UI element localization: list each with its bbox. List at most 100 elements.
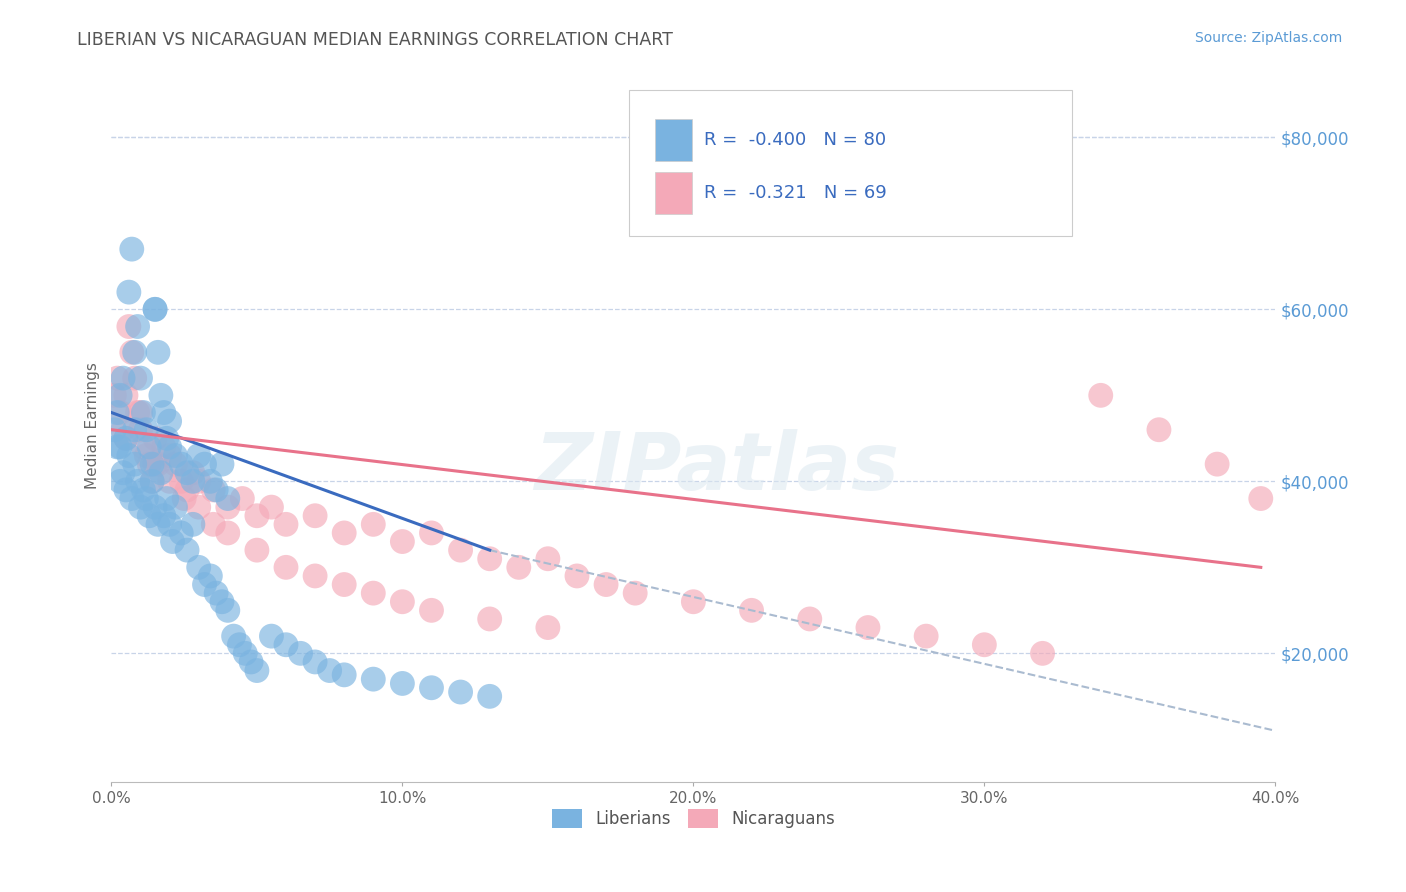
Point (159, 517, 181, 532)
Point (260, 629, 283, 643)
Point (537, 621, 560, 635)
Point (115, 431, 138, 445)
Point (1206, 457, 1229, 471)
Point (156, 431, 179, 445)
Point (112, 423, 135, 437)
Point (856, 621, 879, 635)
Point (202, 483, 225, 497)
Point (217, 525, 239, 540)
Point (363, 517, 385, 532)
Point (246, 543, 269, 558)
Point (217, 491, 239, 506)
Point (595, 577, 617, 591)
Point (124, 371, 146, 385)
Point (152, 508, 174, 523)
Point (124, 423, 146, 437)
Point (121, 242, 143, 256)
Point (129, 500, 152, 515)
Point (165, 457, 187, 471)
Point (624, 586, 647, 600)
Point (228, 638, 250, 652)
Point (420, 603, 443, 617)
Point (108, 405, 131, 419)
Point (121, 491, 143, 506)
Point (112, 466, 135, 480)
Point (260, 500, 283, 515)
Point (165, 449, 187, 463)
Point (1250, 491, 1272, 506)
Point (115, 388, 138, 402)
Point (187, 500, 209, 515)
Point (156, 491, 179, 506)
Point (143, 431, 166, 445)
Point (274, 560, 297, 574)
Point (127, 319, 149, 334)
Text: Source: ZipAtlas.com: Source: ZipAtlas.com (1195, 31, 1343, 45)
Point (222, 629, 245, 643)
Point (108, 388, 131, 402)
Point (121, 345, 143, 359)
Point (682, 595, 704, 609)
Point (391, 595, 413, 609)
Point (450, 543, 472, 558)
Point (152, 405, 174, 419)
Point (170, 475, 193, 489)
Point (318, 664, 340, 678)
Point (231, 491, 253, 506)
Point (420, 681, 443, 695)
Point (129, 423, 152, 437)
Point (211, 595, 233, 609)
Point (132, 483, 155, 497)
Point (118, 319, 141, 334)
FancyBboxPatch shape (630, 90, 1071, 236)
Point (211, 457, 233, 471)
Point (138, 457, 160, 471)
Point (391, 676, 413, 690)
Point (202, 517, 225, 532)
Text: LIBERIAN VS NICARAGUAN MEDIAN EARNINGS CORRELATION CHART: LIBERIAN VS NICARAGUAN MEDIAN EARNINGS C… (77, 31, 673, 49)
Point (132, 440, 155, 454)
Point (1147, 423, 1170, 437)
Point (274, 638, 297, 652)
Point (135, 491, 157, 506)
Point (181, 466, 204, 480)
Point (149, 466, 172, 480)
Point (162, 534, 184, 549)
Point (391, 534, 413, 549)
Point (200, 475, 222, 489)
Text: R =  -0.321   N = 69: R = -0.321 N = 69 (704, 185, 887, 202)
Point (138, 508, 160, 523)
Point (799, 612, 821, 626)
Point (124, 345, 146, 359)
Point (118, 449, 141, 463)
Point (274, 517, 297, 532)
Point (973, 638, 995, 652)
Point (333, 525, 356, 540)
Point (170, 457, 193, 471)
Point (159, 440, 181, 454)
Point (115, 431, 138, 445)
Point (138, 440, 160, 454)
Point (132, 405, 155, 419)
Point (478, 551, 501, 566)
FancyBboxPatch shape (655, 172, 692, 214)
Point (363, 586, 385, 600)
Point (176, 543, 198, 558)
Point (105, 405, 128, 419)
Point (135, 423, 157, 437)
Point (112, 371, 135, 385)
Point (187, 475, 209, 489)
Point (146, 517, 169, 532)
Point (181, 517, 204, 532)
Point (146, 345, 169, 359)
Point (103, 388, 125, 402)
Point (141, 457, 163, 471)
Point (181, 475, 204, 489)
Point (152, 440, 174, 454)
Point (105, 371, 128, 385)
Point (105, 440, 128, 454)
Legend: Liberians, Nicaraguans: Liberians, Nicaraguans (546, 802, 841, 835)
Point (565, 569, 588, 583)
Point (103, 423, 125, 437)
Point (165, 500, 187, 515)
